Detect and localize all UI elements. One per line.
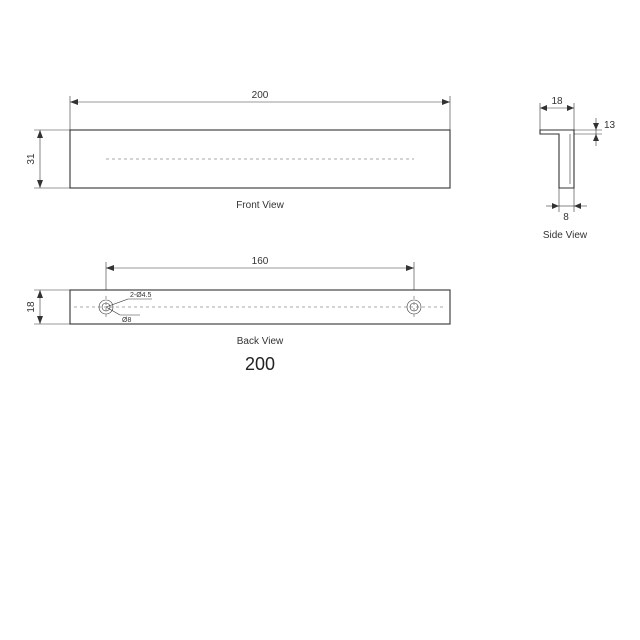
side-bottom-dim: 8: [546, 188, 587, 223]
side-top-value: 18: [551, 96, 563, 107]
side-view-label: Side View: [543, 230, 588, 241]
front-height-value: 31: [26, 153, 37, 165]
front-width-dim: 200: [70, 90, 450, 130]
hole-note-top: 2-Ø4.5: [130, 292, 152, 299]
hole-note-bottom: Ø8: [122, 317, 131, 324]
front-view-label: Front View: [236, 200, 284, 211]
front-height-dim: 31: [26, 130, 70, 188]
back-width-value: 160: [252, 256, 269, 267]
side-top-dim: 18: [540, 96, 574, 130]
back-view-label: Back View: [237, 336, 284, 347]
footer-big-number: 200: [245, 354, 275, 374]
front-view: 200 31 Front View: [26, 90, 450, 211]
back-height-dim: 18: [26, 290, 70, 324]
side-right-value: 13: [604, 120, 616, 131]
side-bottom-value: 8: [563, 212, 569, 223]
back-view: 2-Ø4.5 Ø8 160 18 Back View: [26, 256, 450, 347]
front-width-value: 200: [252, 90, 269, 101]
side-profile: [540, 130, 574, 188]
side-right-dim: 13: [574, 118, 616, 146]
side-view: 18 13 8 Side View: [540, 96, 616, 241]
technical-drawing: 200 31 Front View: [0, 0, 640, 640]
back-width-dim: 160: [106, 256, 414, 290]
back-height-value: 18: [26, 301, 37, 313]
